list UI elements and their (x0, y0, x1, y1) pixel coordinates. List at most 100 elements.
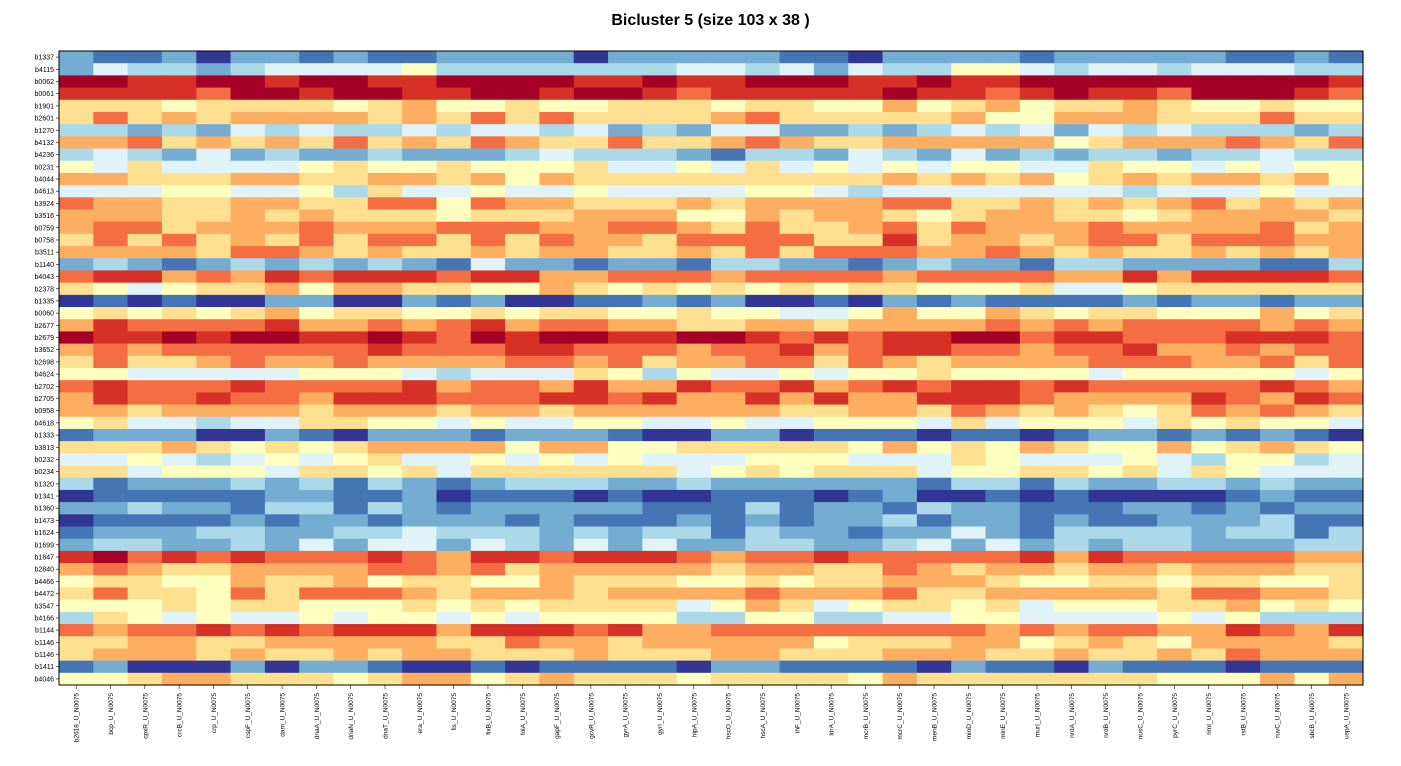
heatmap-cell (848, 160, 884, 174)
heatmap-cell (745, 392, 781, 406)
heatmap-cell (608, 453, 643, 467)
heatmap-cell (882, 124, 918, 137)
heatmap-cell (539, 368, 575, 381)
heatmap-cell (951, 282, 987, 296)
heatmap-cell (1122, 160, 1158, 174)
heatmap-cell (573, 258, 609, 272)
heatmap-cell (367, 246, 403, 259)
heatmap-cell (1191, 453, 1227, 467)
heatmap-cell (93, 75, 129, 89)
heatmap-cell (367, 575, 403, 589)
heatmap-cell (882, 477, 918, 491)
heatmap-cell (779, 441, 815, 454)
heatmap-cell (127, 63, 163, 76)
heatmap-cell (779, 636, 815, 650)
heatmap-cell (196, 392, 232, 406)
heatmap-cell (1019, 258, 1055, 272)
heatmap-cell (882, 465, 918, 479)
heatmap-cell (1191, 343, 1227, 357)
heatmap-cell (299, 477, 335, 491)
heatmap-cell (1088, 648, 1124, 662)
chart-title: Bicluster 5 (size 103 x 38 ) (611, 12, 810, 29)
heatmap-cell (93, 270, 129, 284)
heatmap-cell (1088, 441, 1124, 454)
heatmap-cell (539, 648, 575, 662)
heatmap-cell (951, 233, 987, 247)
heatmap-cell (573, 221, 609, 235)
heatmap-cell (608, 660, 643, 674)
row-label: b1140 (35, 262, 54, 269)
heatmap-cell (539, 636, 575, 650)
heatmap-cell (539, 563, 575, 576)
heatmap-cell (93, 404, 129, 418)
heatmap-cell (1122, 380, 1158, 393)
heatmap-cell (230, 514, 266, 528)
heatmap-cell (299, 636, 335, 650)
heatmap-cell (1294, 648, 1330, 662)
heatmap-cell (539, 87, 575, 101)
heatmap-cell (813, 343, 849, 357)
heatmap-cell (985, 221, 1021, 235)
heatmap-cell (951, 660, 987, 674)
heatmap-cell (1328, 282, 1364, 296)
heatmap-cell (127, 392, 163, 406)
heatmap-cell (539, 514, 575, 528)
heatmap-cell (367, 392, 403, 406)
heatmap-cell (711, 258, 746, 272)
heatmap-cell (642, 51, 678, 64)
heatmap-cell (813, 636, 849, 650)
heatmap-cell (916, 636, 952, 650)
heatmap-cell (470, 209, 506, 223)
heatmap-cell (299, 648, 335, 662)
heatmap-cell (745, 465, 781, 479)
heatmap-cell (59, 319, 94, 333)
heatmap-cell (642, 465, 678, 479)
heatmap-cell (813, 575, 849, 589)
heatmap-cell (813, 319, 849, 333)
heatmap-cell (230, 331, 266, 345)
heatmap-cell (539, 111, 575, 125)
heatmap-cell (711, 197, 746, 211)
heatmap-cell (1157, 587, 1193, 601)
heatmap-cell (916, 99, 952, 113)
heatmap-cell (196, 416, 232, 430)
heatmap-cell (1019, 526, 1055, 540)
heatmap-cell (951, 587, 987, 601)
heatmap-cell (470, 465, 506, 479)
heatmap-cell (1054, 343, 1090, 357)
heatmap-cell (1122, 75, 1158, 89)
heatmap-cell (916, 611, 952, 625)
heatmap-cell (299, 331, 335, 345)
heatmap-cell (882, 587, 918, 601)
heatmap-cell (161, 624, 197, 637)
heatmap-cell (127, 160, 163, 174)
heatmap-cell (230, 538, 266, 552)
heatmap-cell (333, 87, 369, 101)
heatmap-cell (745, 526, 781, 540)
heatmap-cell (436, 538, 472, 552)
heatmap-cell (470, 75, 506, 89)
heatmap-cell (1294, 148, 1330, 162)
heatmap-cell (848, 185, 884, 198)
heatmap-cell (436, 136, 472, 150)
heatmap-cell (813, 185, 849, 198)
heatmap-cell (985, 307, 1021, 320)
heatmap-cell (608, 87, 643, 101)
heatmap-cell (230, 489, 266, 503)
col-label: hipA_U_N0075 (691, 693, 698, 737)
heatmap-cell (848, 233, 884, 247)
heatmap-cell (470, 599, 506, 613)
heatmap-cell (59, 75, 94, 89)
row-label: b4613 (35, 189, 55, 196)
heatmap-cell (93, 343, 129, 357)
heatmap-cell (1191, 587, 1227, 601)
heatmap-cell (1294, 172, 1330, 186)
heatmap-cell (264, 550, 300, 564)
heatmap-cell (642, 575, 678, 589)
heatmap-cell (59, 599, 94, 613)
heatmap-cell (951, 526, 987, 540)
heatmap-cell (539, 148, 575, 162)
heatmap-cell (1191, 246, 1227, 259)
heatmap-cell (779, 489, 815, 503)
heatmap-cell (676, 172, 712, 186)
